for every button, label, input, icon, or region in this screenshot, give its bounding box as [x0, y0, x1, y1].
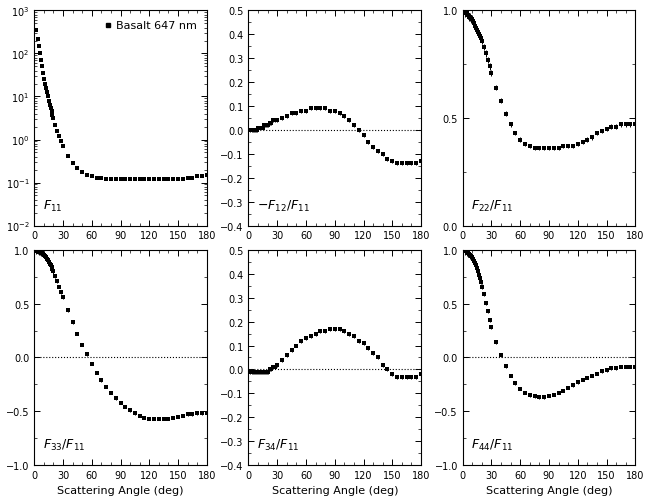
X-axis label: Scattering Angle (deg): Scattering Angle (deg): [272, 485, 398, 495]
Text: $F_{11}$: $F_{11}$: [43, 198, 62, 213]
Text: $F_{22}/F_{11}$: $F_{22}/F_{11}$: [471, 198, 514, 213]
Text: $F_{34}/F_{11}$: $F_{34}/F_{11}$: [257, 437, 300, 452]
Legend: Basalt 647 nm: Basalt 647 nm: [100, 17, 202, 36]
X-axis label: Scattering Angle (deg): Scattering Angle (deg): [57, 485, 184, 495]
Text: $F_{44}/F_{11}$: $F_{44}/F_{11}$: [471, 437, 514, 452]
Text: $-F_{12}/F_{11}$: $-F_{12}/F_{11}$: [257, 198, 310, 213]
Text: $F_{33}/F_{11}$: $F_{33}/F_{11}$: [43, 437, 85, 452]
X-axis label: Scattering Angle (deg): Scattering Angle (deg): [486, 485, 612, 495]
